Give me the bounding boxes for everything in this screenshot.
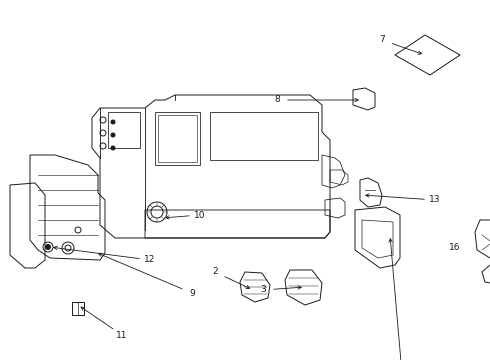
Text: 8: 8 [274,95,280,104]
Text: 9: 9 [189,288,195,297]
Text: 16: 16 [449,243,461,252]
Text: 12: 12 [145,256,156,265]
Text: 11: 11 [116,330,128,339]
Circle shape [111,133,115,137]
Text: 13: 13 [429,195,441,204]
Text: 2: 2 [212,267,218,276]
Circle shape [111,120,115,124]
Circle shape [46,244,50,249]
Text: 7: 7 [379,36,385,45]
Text: 3: 3 [260,285,266,294]
Circle shape [111,146,115,150]
Text: 10: 10 [194,211,206,220]
